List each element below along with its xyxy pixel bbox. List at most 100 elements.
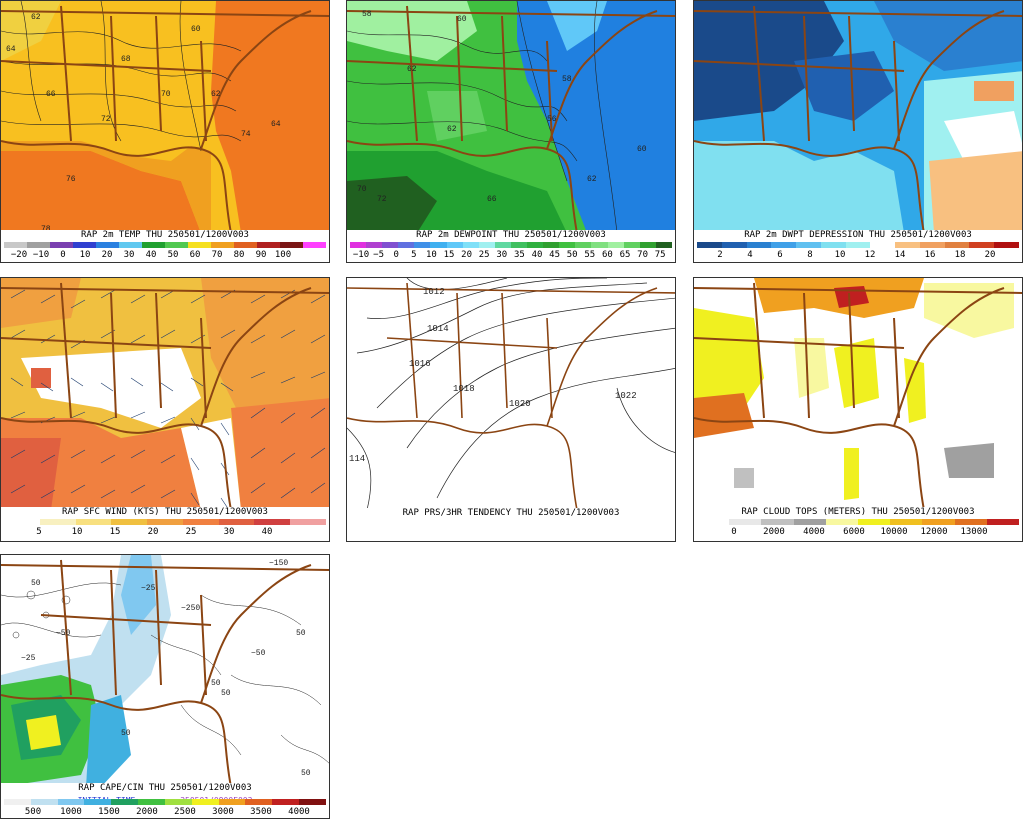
colorbar-tick-label: 20	[461, 250, 473, 260]
colorbar-swatch	[96, 242, 119, 248]
cloud-ticks: 0 2000 4000 6000 10000 12000 13000	[694, 527, 1022, 538]
colorbar-swatch	[50, 242, 73, 248]
colorbar-swatch	[4, 242, 27, 248]
temp-label: 62	[31, 13, 41, 22]
colorbar-swatch	[218, 519, 255, 525]
cape-ticks: 500 1000 1500 2000 2500 3000 3500 4000	[1, 807, 329, 818]
pressure-panel[interactable]: 1012 1014 1016 1018 1020 1022 114 RAP PR…	[346, 277, 676, 542]
colorbar-swatch	[697, 519, 730, 525]
colorbar-swatch	[191, 799, 219, 805]
colorbar-tick-label: 35	[513, 250, 525, 260]
colorbar-tick-label: 0	[60, 250, 66, 260]
colorbar-tick-label: −10	[32, 250, 50, 260]
colorbar-tick-label: 3500	[250, 807, 272, 817]
isobar-label: 1018	[453, 384, 475, 394]
colorbar-swatch	[382, 242, 399, 248]
colorbar-swatch	[303, 242, 326, 248]
dewpoint-panel[interactable]: 58 60 62 58 56 60 62 70 72 66 62 RAP 2m …	[346, 0, 676, 263]
colorbar-swatch	[84, 799, 112, 805]
colorbar-tick-label: 40	[261, 527, 273, 537]
colorbar-swatch	[211, 242, 234, 248]
colorbar-tick-label: 65	[619, 250, 631, 260]
cape-label: −250	[181, 604, 200, 613]
colorbar-swatch	[796, 242, 821, 248]
colorbar-swatch	[138, 799, 165, 805]
wind-panel[interactable]: RAP SFC WIND (KTS) THU 250501/1200V003 5…	[0, 277, 330, 542]
dewpoint-label: 62	[407, 65, 417, 74]
colorbar-tick-label: 20	[101, 250, 113, 260]
colorbar-swatch	[111, 519, 148, 525]
colorbar-swatch	[494, 242, 511, 248]
cape-label: 50	[221, 689, 231, 698]
cape-label: 50	[296, 629, 306, 638]
colorbar-swatch	[478, 242, 495, 248]
colorbar-tick-label: 20	[147, 527, 159, 537]
depression-panel[interactable]: RAP 2m DWPT DEPRESSION THU 250501/1200V0…	[693, 0, 1023, 263]
colorbar-tick-label: 50	[566, 250, 578, 260]
colorbar-tick-label: 30	[223, 527, 235, 537]
colorbar-swatch	[299, 799, 326, 805]
depression-caption: RAP 2m DWPT DEPRESSION THU 250501/1200V0…	[694, 230, 1022, 241]
dewpoint-ticks: −10 −5 0 5 10 15 20 25 30 35 40 45 50 55 60 65 70 75	[347, 250, 675, 261]
colorbar-swatch	[257, 242, 280, 248]
colorbar-tick-label: 30	[496, 250, 508, 260]
colorbar-tick-label: 25	[478, 250, 490, 260]
cloud-caption: RAP CLOUD TOPS (METERS) THU 250501/1200V…	[694, 507, 1022, 518]
temp-panel[interactable]: 62 64 66 68 72 64 74 76 78 60 70 62 RAP …	[0, 0, 330, 263]
isobar-label: 1012	[423, 287, 445, 297]
colorbar-tick-label: 2000	[136, 807, 158, 817]
colorbar-swatch	[280, 242, 303, 248]
cape-panel[interactable]: −150 50 −50 −25 −250 50 50 50 −25 −50 50…	[0, 554, 330, 819]
colorbar-swatch	[30, 799, 58, 805]
colorbar-swatch	[165, 242, 188, 248]
cloud-panel[interactable]: RAP CLOUD TOPS (METERS) THU 250501/1200V…	[693, 277, 1023, 542]
dewpoint-map: 58 60 62 58 56 60 62 70 72 66 62	[347, 1, 675, 233]
colorbar-swatch	[73, 242, 96, 248]
colorbar-swatch	[218, 799, 246, 805]
colorbar-swatch	[4, 519, 40, 525]
colorbar-swatch	[793, 519, 826, 525]
cloud-map	[694, 278, 1022, 510]
wind-colorbar	[4, 519, 327, 525]
colorbar-swatch	[771, 242, 797, 248]
colorbar-tick-label: 80	[233, 250, 245, 260]
colorbar-swatch	[39, 519, 76, 525]
temp-label: 60	[191, 25, 201, 34]
colorbar-swatch	[366, 242, 383, 248]
dewpoint-label: 70	[357, 185, 367, 194]
colorbar-swatch	[870, 242, 896, 248]
colorbar-swatch	[75, 519, 112, 525]
colorbar-swatch	[825, 519, 859, 525]
pressure-map: 1012 1014 1016 1018 1020 1022 114	[347, 278, 675, 510]
cape-label: −50	[56, 629, 71, 638]
colorbar-swatch	[543, 242, 560, 248]
colorbar-swatch	[746, 242, 772, 248]
colorbar-tick-label: 60	[601, 250, 613, 260]
dewpoint-label: 60	[457, 15, 467, 24]
colorbar-swatch	[607, 242, 624, 248]
colorbar-swatch	[430, 242, 447, 248]
colorbar-tick-label: 15	[443, 250, 455, 260]
colorbar-swatch	[111, 799, 139, 805]
dewpoint-label: 60	[637, 145, 647, 154]
colorbar-swatch	[57, 799, 85, 805]
cape-label: −25	[21, 654, 36, 663]
colorbar-tick-label: 100	[274, 250, 292, 260]
colorbar-swatch	[639, 242, 656, 248]
cape-label: −50	[251, 649, 266, 658]
temp-label: 72	[101, 115, 111, 124]
colorbar-swatch	[4, 799, 31, 805]
dewpoint-label: 72	[377, 195, 387, 204]
colorbar-tick-label: 14	[894, 250, 906, 260]
dewpoint-label: 58	[362, 10, 372, 19]
colorbar-tick-label: 1500	[98, 807, 120, 817]
colorbar-tick-label: 25	[185, 527, 197, 537]
colorbar-tick-label: 15	[109, 527, 121, 537]
depression-ticks: 2 4 6 8 10 12 14 16 18 20	[694, 250, 1022, 261]
dewpoint-label: 62	[447, 125, 457, 134]
colorbar-swatch	[655, 242, 672, 248]
colorbar-tick-label: 45	[549, 250, 561, 260]
colorbar-tick-label: 4000	[288, 807, 310, 817]
colorbar-swatch	[142, 242, 165, 248]
colorbar-tick-label: 18	[954, 250, 966, 260]
